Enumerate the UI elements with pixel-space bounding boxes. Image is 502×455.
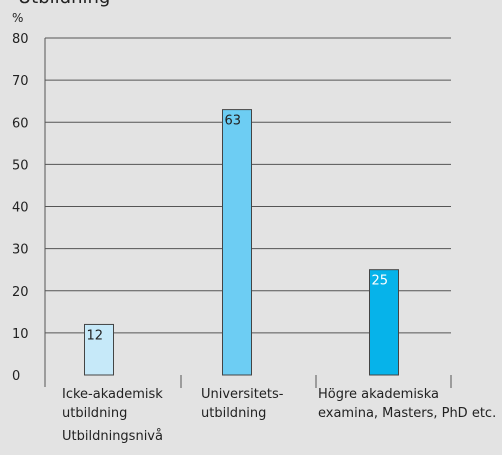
y-tick-label-20: 20: [12, 285, 29, 300]
y-tick-label-60: 60: [12, 116, 29, 131]
y-axis-ticks: 0 10 20 30 40 50 60 70 80: [12, 32, 29, 384]
x-category-label-1-line-0: Universitets-: [201, 387, 284, 402]
bar-value-label-0: 12: [87, 328, 104, 343]
bar-0: [84, 323, 114, 376]
y-tick-label-80: 80: [12, 32, 29, 47]
bars: 12 63 25: [84, 109, 399, 376]
y-tick-label-70: 70: [12, 74, 29, 89]
y-tick-label-10: 10: [12, 327, 29, 342]
x-category-label-2-line-1: examina, Masters, PhD etc.: [318, 406, 496, 421]
y-tick-label-0: 0: [12, 369, 20, 384]
x-category-label-2-line-0: Högre akademiska: [318, 387, 439, 402]
x-category-label-1-line-1: utbildning: [201, 406, 266, 421]
x-axis-title: Utbildningsnivå: [62, 429, 163, 444]
x-axis-categories: Icke-akademisk utbildning Universitets-utb…: [62, 387, 496, 421]
x-category-label-0-line-0: Icke-akademisk: [62, 387, 163, 402]
bar-1: [222, 109, 252, 376]
bar-value-label-2: 25: [372, 274, 389, 289]
y-tick-label-30: 30: [12, 243, 29, 258]
x-category-label-0-line-1: utbildning: [62, 406, 127, 421]
bar-2: [369, 269, 399, 376]
bar-value-label-1: 63: [225, 114, 242, 129]
y-tick-label-50: 50: [12, 158, 29, 173]
y-axis-unit: %: [12, 11, 23, 25]
chart-title: Utbildning: [18, 0, 110, 8]
y-tick-label-40: 40: [12, 201, 29, 216]
